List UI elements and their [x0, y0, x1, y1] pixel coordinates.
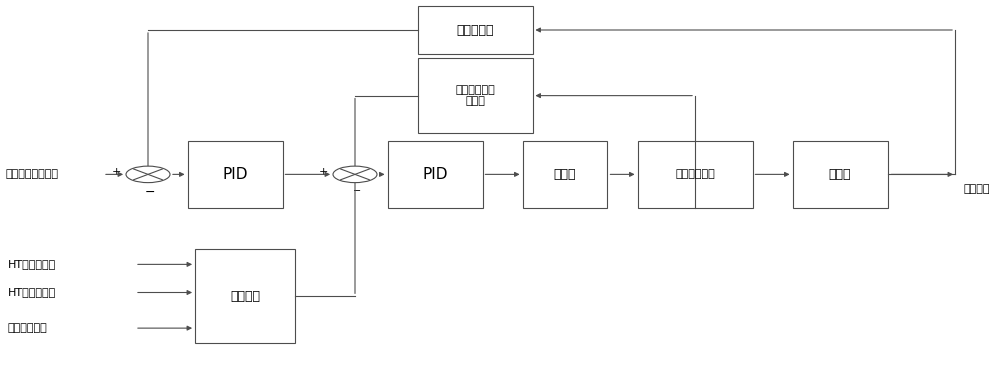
Text: PID: PID	[222, 167, 248, 182]
FancyBboxPatch shape	[418, 6, 532, 54]
FancyBboxPatch shape	[418, 58, 532, 133]
Circle shape	[333, 166, 377, 183]
FancyBboxPatch shape	[388, 141, 483, 208]
Text: HT前叶丝水分: HT前叶丝水分	[8, 288, 56, 297]
Text: 蒸汽压力阀门: 蒸汽压力阀门	[675, 170, 715, 179]
Text: 给定出口水分: 给定出口水分	[8, 323, 48, 333]
Text: +: +	[319, 167, 328, 177]
Text: 前馈补偿: 前馈补偿	[230, 290, 260, 303]
Text: 烘丝机: 烘丝机	[829, 168, 851, 181]
Text: 出口水分: 出口水分	[963, 184, 990, 194]
FancyBboxPatch shape	[188, 141, 283, 208]
Text: +: +	[112, 167, 121, 177]
Text: 执行器: 执行器	[554, 168, 576, 181]
Text: 红外水分仪: 红外水分仪	[456, 24, 494, 36]
Text: HT前叶丝流量: HT前叶丝流量	[8, 260, 56, 269]
Text: 烘丝含水率给定值: 烘丝含水率给定值	[5, 170, 58, 179]
Text: 筒壁蒸汽压力
变送器: 筒壁蒸汽压力 变送器	[455, 85, 495, 106]
FancyBboxPatch shape	[792, 141, 888, 208]
Text: PID: PID	[422, 167, 448, 182]
FancyBboxPatch shape	[638, 141, 753, 208]
Circle shape	[126, 166, 170, 183]
Text: −: −	[145, 186, 155, 200]
FancyBboxPatch shape	[195, 249, 295, 343]
FancyBboxPatch shape	[522, 141, 607, 208]
Text: −: −	[353, 186, 361, 196]
